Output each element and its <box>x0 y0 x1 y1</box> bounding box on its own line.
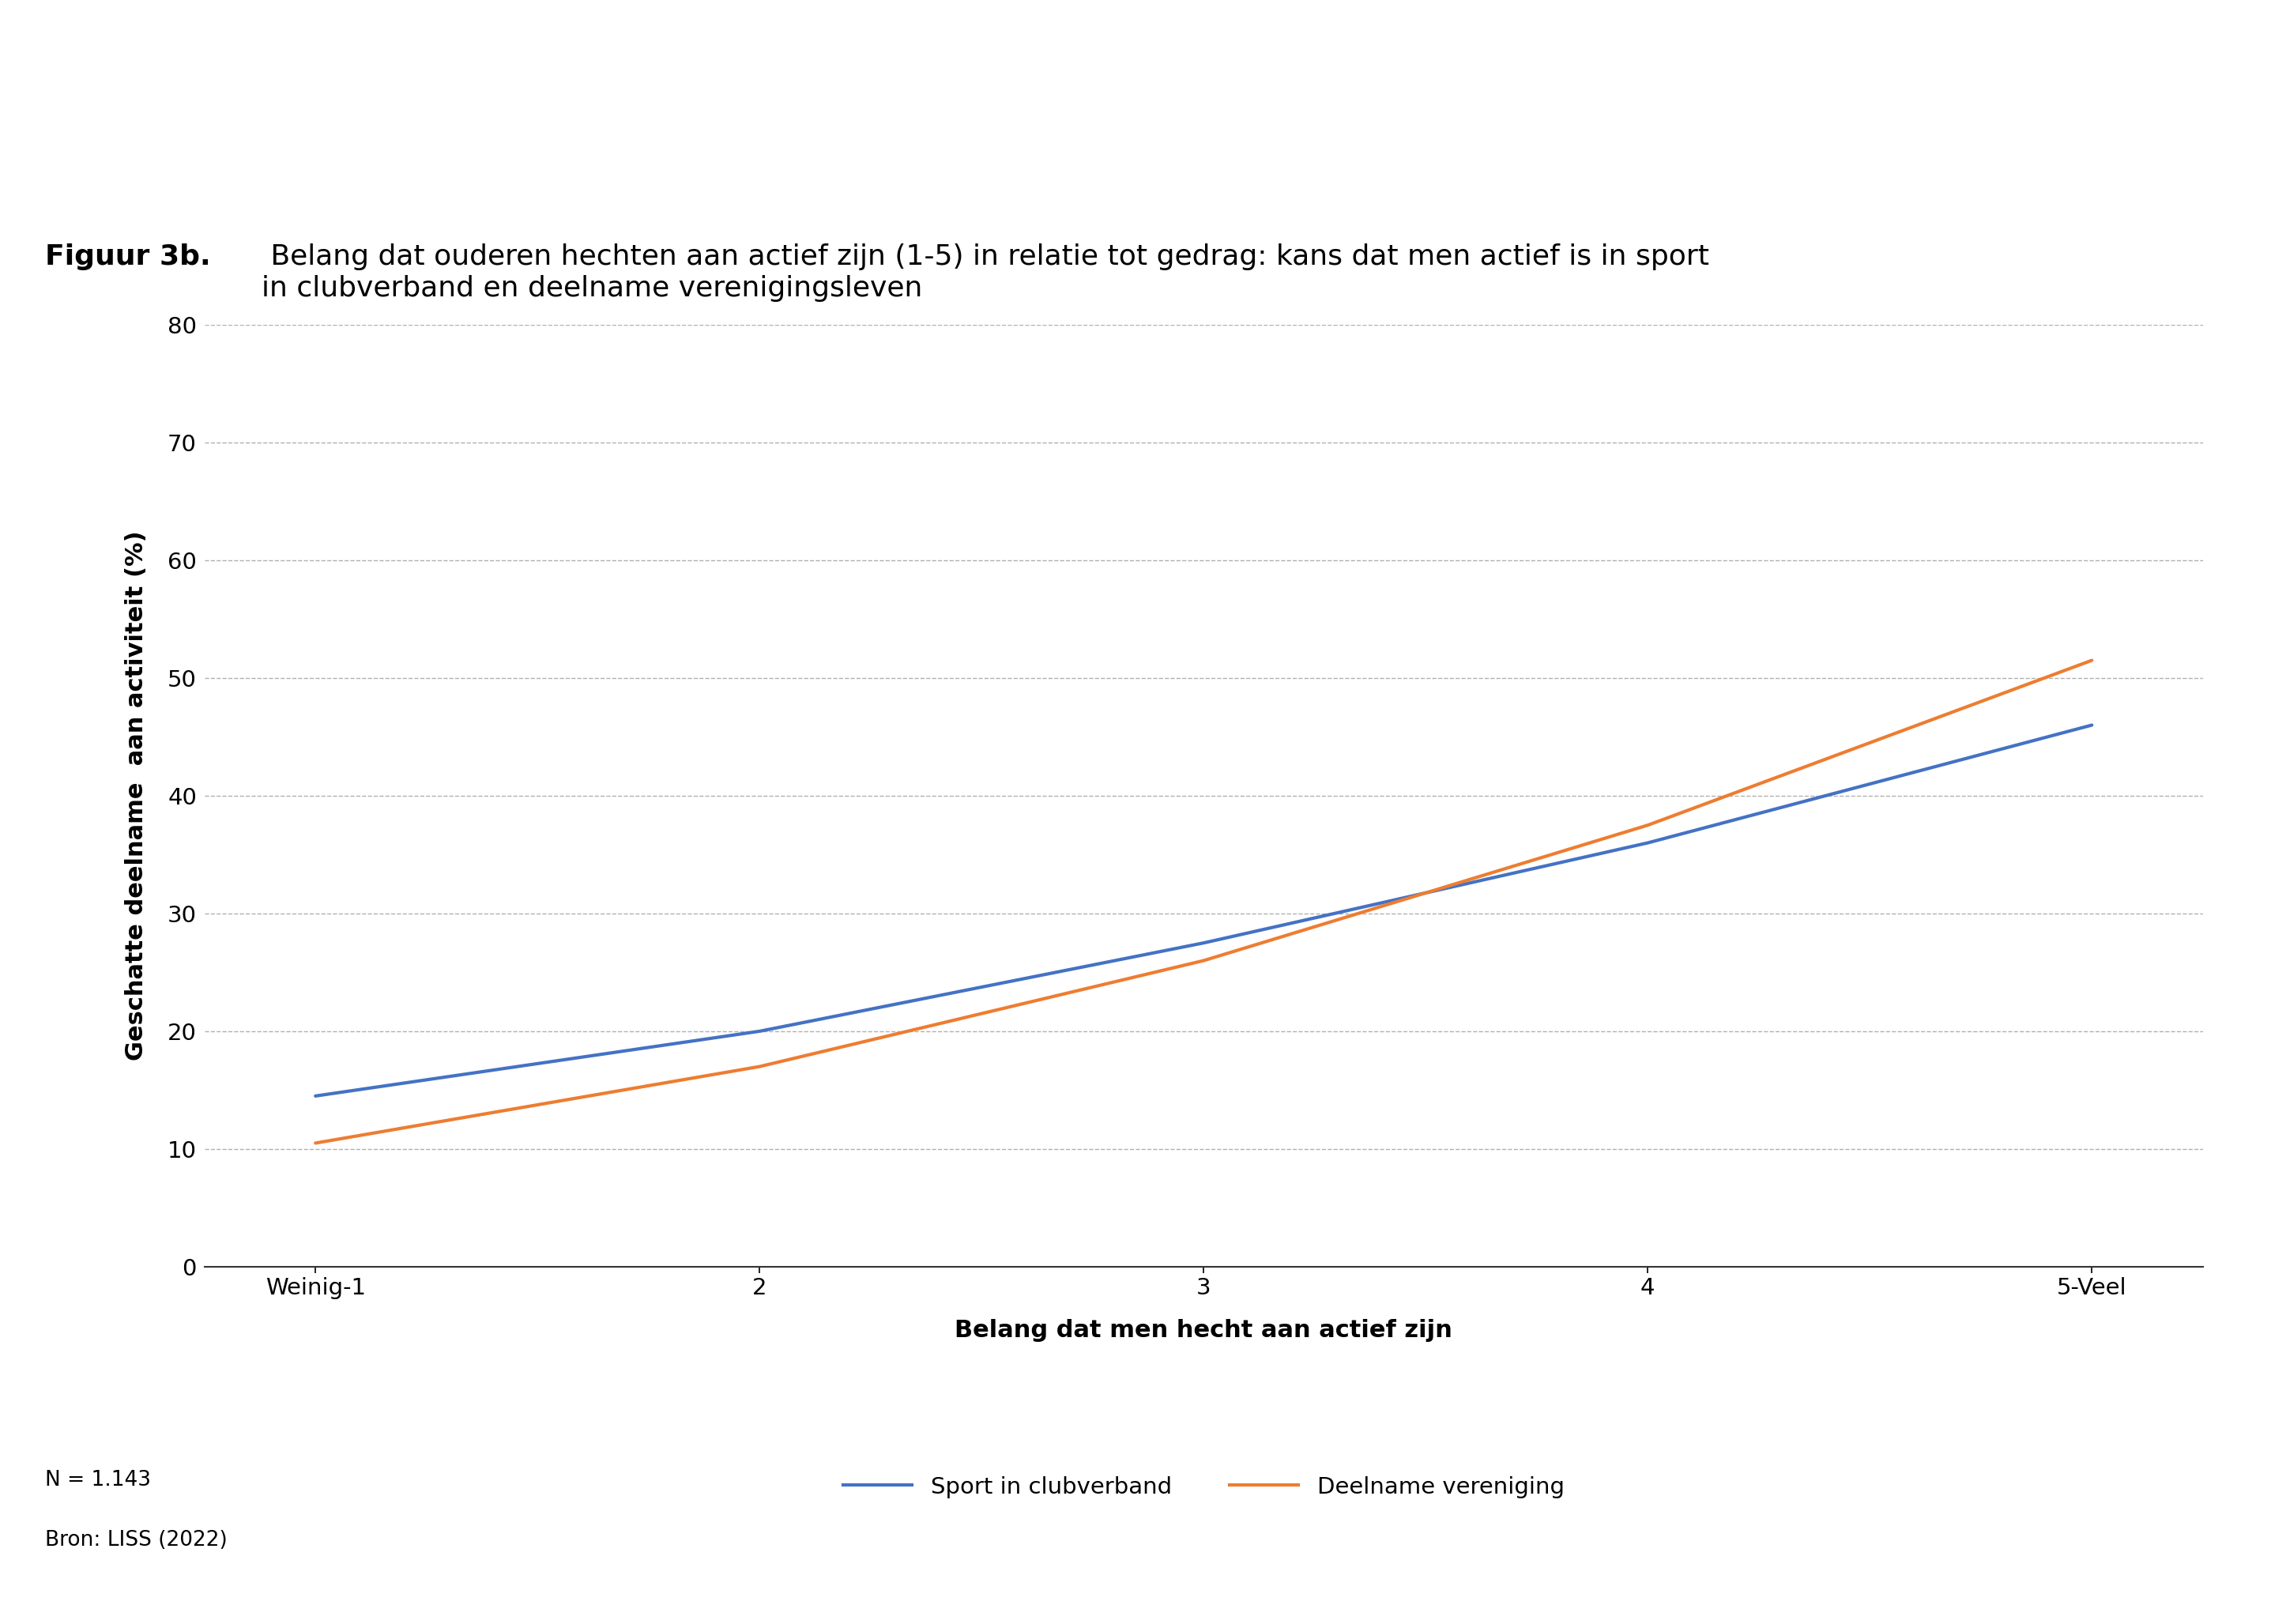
Text: Bron: LISS (2022): Bron: LISS (2022) <box>45 1530 227 1551</box>
Text: Figuur 3b.: Figuur 3b. <box>45 244 211 271</box>
Y-axis label: Geschatte deelname  aan activiteit (%): Geschatte deelname aan activiteit (%) <box>125 531 148 1060</box>
X-axis label: Belang dat men hecht aan actief zijn: Belang dat men hecht aan actief zijn <box>954 1319 1453 1341</box>
Legend: Sport in clubverband, Deelname vereniging: Sport in clubverband, Deelname verenigin… <box>833 1466 1574 1507</box>
Text: N = 1.143: N = 1.143 <box>45 1470 152 1491</box>
Text: Belang dat ouderen hechten aan actief zijn (1-5) in relatie tot gedrag: kans dat: Belang dat ouderen hechten aan actief zi… <box>261 244 1708 302</box>
